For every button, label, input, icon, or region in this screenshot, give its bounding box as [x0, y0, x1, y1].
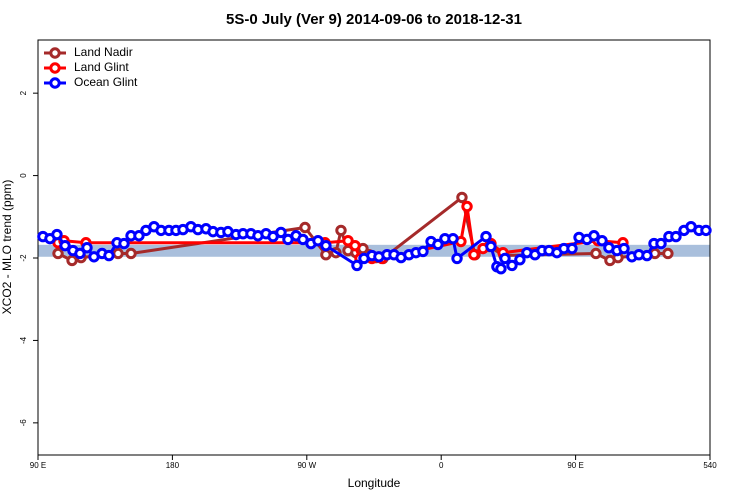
data-point [59, 239, 71, 252]
data-point [103, 249, 115, 262]
y-tick-label: -4 [19, 336, 28, 344]
data-point [133, 230, 145, 242]
data-point [670, 230, 682, 243]
legend-label: Ocean Glint [74, 75, 138, 89]
data-point [590, 247, 602, 260]
y-tick-label: -6 [19, 419, 28, 427]
x-axis-label: Longitude [348, 476, 401, 490]
legend-label: Land Nadir [74, 45, 133, 59]
x-tick-label: 0 [439, 461, 444, 470]
data-point [451, 252, 463, 265]
data-point [112, 247, 124, 260]
data-point [51, 228, 63, 241]
x-tick-label: 90 E [567, 461, 583, 470]
data-point [480, 230, 492, 243]
data-point [485, 240, 497, 253]
data-point [566, 242, 578, 255]
data-point [312, 235, 324, 247]
x-tick-label: 180 [166, 461, 180, 470]
data-point [432, 238, 444, 251]
data-point [66, 254, 78, 267]
plot-frame [37, 39, 711, 456]
data-point [52, 247, 64, 260]
data-point [275, 226, 287, 239]
data-point [351, 259, 363, 272]
data-point [641, 249, 653, 262]
data-point [700, 224, 712, 237]
data-point [655, 237, 667, 250]
chart-title: 5S-0 July (Ver 9) 2014-09-06 to 2018-12-… [226, 11, 522, 28]
data-point [320, 249, 332, 261]
data-point [662, 247, 674, 260]
data-point [417, 245, 429, 258]
data-point [506, 259, 518, 272]
data-point [447, 232, 459, 245]
data-point [495, 263, 507, 275]
data-point [514, 253, 526, 266]
legend-marker [49, 77, 61, 89]
data-point [588, 230, 600, 242]
data-point [125, 247, 137, 260]
data-point [499, 252, 511, 265]
y-tick-label: 2 [19, 90, 28, 95]
data-point [74, 247, 86, 260]
data-point [461, 200, 473, 213]
legend-marker [49, 62, 61, 74]
data-point [320, 239, 332, 252]
y-tick-label: -2 [19, 254, 28, 262]
x-tick-label: 90 W [297, 461, 316, 470]
x-tick-label: 540 [703, 461, 717, 470]
y-axis-label: XCO2 - MLO trend (ppm) [0, 180, 14, 315]
data-point [299, 221, 311, 234]
data-point [81, 242, 93, 254]
y-tick-label: 0 [19, 173, 28, 178]
data-point [618, 242, 630, 255]
data-point [349, 239, 361, 252]
x-tick-label: 90 E [30, 461, 46, 470]
data-point [335, 224, 347, 237]
data-point [468, 249, 480, 261]
data-point [118, 237, 130, 250]
data-point [456, 191, 468, 204]
legend-marker [49, 47, 61, 59]
data-point [596, 235, 608, 247]
legend-label: Land Glint [74, 60, 129, 74]
